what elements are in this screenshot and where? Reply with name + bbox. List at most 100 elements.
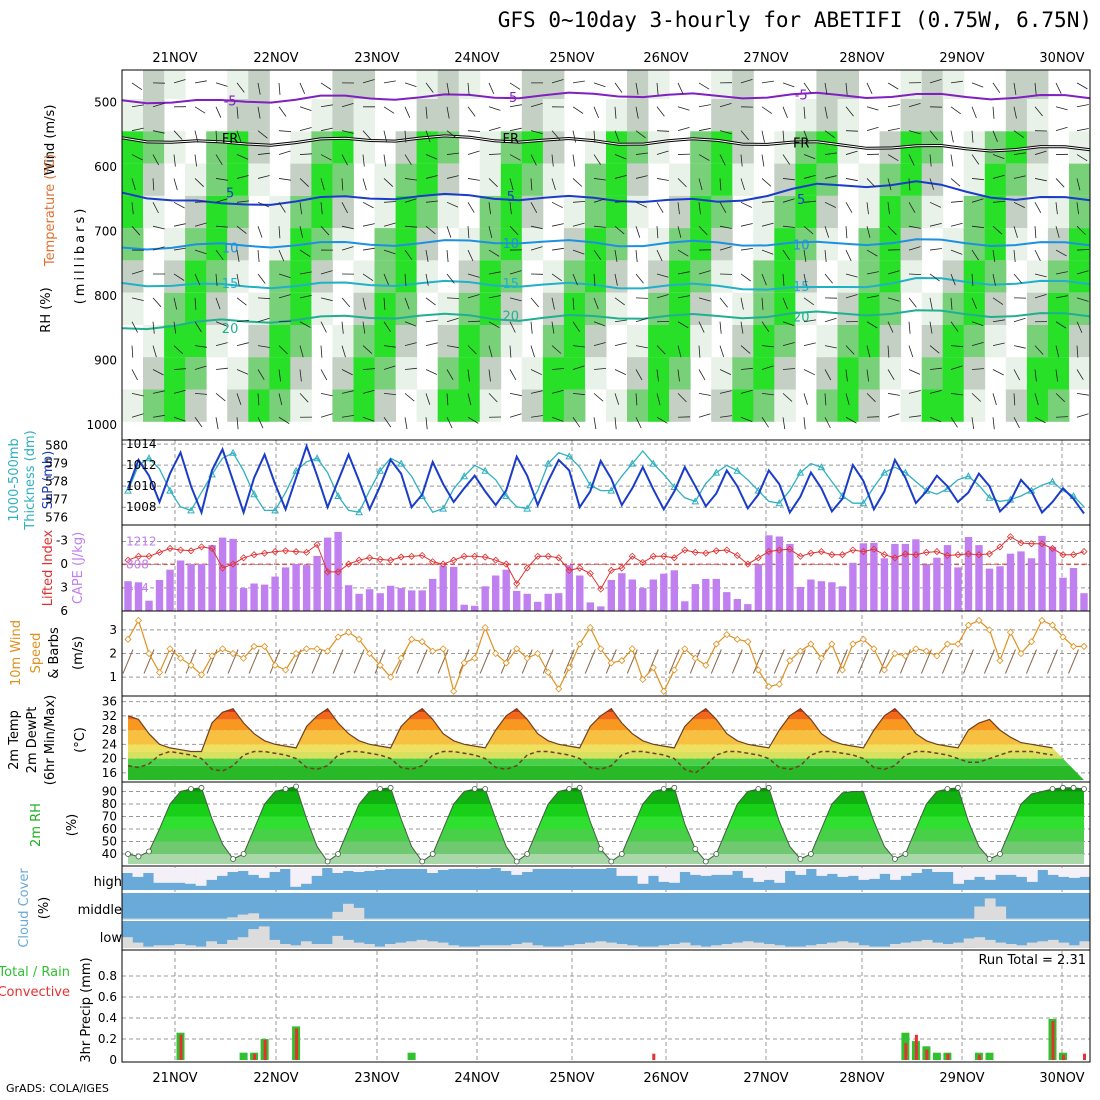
wind-barb (614, 82, 623, 93)
wind-barb (404, 154, 412, 165)
rh-shade-cell (711, 99, 733, 132)
wind-barb (488, 202, 491, 215)
cloud-high-cell (753, 868, 765, 882)
rh-shade-cell (774, 325, 796, 358)
cloud-row-1 (122, 893, 1090, 920)
rh-shade-cell (395, 260, 418, 293)
wind-barb (593, 368, 607, 370)
rh-shade-cell (753, 228, 775, 261)
cloud-high-cell (932, 868, 943, 872)
rh-shade-cell (732, 131, 754, 164)
chart-title: GFS 0~10day 3-hourly for ABETIFI (0.75W,… (497, 8, 1092, 32)
wind10-point (954, 640, 962, 648)
wind-barb (383, 417, 392, 428)
rh-shade-cell (648, 70, 670, 99)
cloud-cell (805, 945, 817, 948)
wind-barb (698, 127, 711, 132)
lifted-index-point (628, 552, 636, 560)
wind-barb (362, 154, 365, 167)
wind-barb (614, 200, 627, 203)
wind-barb (152, 321, 155, 334)
cloud-cell (869, 918, 880, 920)
rh-point (702, 858, 709, 865)
rh-point (797, 856, 804, 862)
cape-bar (639, 588, 647, 611)
wind-barb (194, 417, 203, 428)
wind-barb (761, 345, 774, 348)
cape-bar (145, 600, 153, 611)
wind-barb (950, 178, 961, 187)
slp-tick-1012: 1012 (126, 458, 157, 472)
date-top-10: 30NOV (1039, 51, 1084, 66)
wind-barb (278, 82, 281, 95)
cape-bar (344, 585, 353, 611)
wind-barb (509, 178, 514, 191)
cloud-cell (237, 914, 249, 920)
wind10-point (292, 649, 300, 658)
lifted-index-point (481, 553, 489, 561)
thickness-point (544, 459, 553, 467)
wind-barb (236, 342, 249, 346)
wind-barb (656, 393, 661, 406)
precip-conv-bar (1083, 1053, 1086, 1060)
cape-bar (775, 536, 784, 611)
wind-barb (572, 273, 578, 286)
temp-band-7 (128, 708, 1084, 713)
wind-barb (677, 178, 687, 188)
rh-shade-cell (753, 357, 775, 390)
wind-barb (635, 201, 648, 208)
wind-barb (908, 297, 917, 308)
rh-shade-cell (122, 292, 144, 325)
wind-barb (845, 106, 854, 117)
wind-barb (887, 154, 899, 162)
rh-shade-cell (332, 163, 354, 196)
cloud-high-cell (721, 868, 733, 875)
rh-shade-cell (963, 260, 986, 293)
wind-barb (803, 393, 808, 405)
wind-barb (950, 249, 963, 255)
wind-barb (278, 178, 291, 181)
lifted-index-point (208, 544, 216, 553)
cape-bar (618, 573, 626, 611)
wind-barb (887, 321, 894, 333)
lifted-index-point (355, 556, 363, 564)
wind10-point (471, 654, 479, 662)
rh-shade-cell (311, 99, 333, 132)
wind-barb (845, 416, 857, 424)
cloud-cell (848, 942, 859, 948)
wind-barb (299, 226, 304, 238)
precip-tick-0.2: 0.2 (98, 1032, 117, 1046)
cloud-high-cell (816, 868, 828, 876)
wind-barb (152, 225, 165, 230)
cape-bar (691, 584, 699, 611)
wind-barb (572, 297, 575, 310)
rh-shade-cell (900, 70, 923, 99)
cape-bar (439, 565, 447, 611)
rh-shade-cell (269, 389, 291, 422)
rh-shade-cell (816, 131, 838, 164)
wind-barb (971, 368, 985, 370)
rh-shade-cell (500, 260, 523, 293)
wind10-barb (836, 649, 848, 674)
cloud-high-cell (837, 868, 849, 877)
rh-shade-cell (1026, 99, 1049, 132)
rh-shade-cell (458, 260, 481, 293)
wind-barb (593, 82, 606, 88)
date-top-5: 25NOV (549, 51, 594, 66)
cloud-cell (521, 942, 533, 948)
wind-barb (866, 393, 876, 403)
wind-barb (677, 202, 680, 215)
cloud-high-cell (364, 868, 375, 871)
rh-shade-cell (627, 163, 649, 196)
wind-barb (530, 246, 543, 251)
wind-barb (572, 222, 585, 227)
wind-barb (782, 106, 788, 119)
cape-bar (166, 569, 174, 611)
rh-shade-cell (332, 228, 354, 261)
wind-barb (992, 106, 995, 119)
rh-shade-cell (563, 357, 586, 390)
label-rh2m-1: 2m RH (29, 803, 44, 847)
rh-shade-cell (269, 325, 291, 358)
wind-barb (887, 270, 900, 275)
wind10-point (134, 616, 143, 625)
